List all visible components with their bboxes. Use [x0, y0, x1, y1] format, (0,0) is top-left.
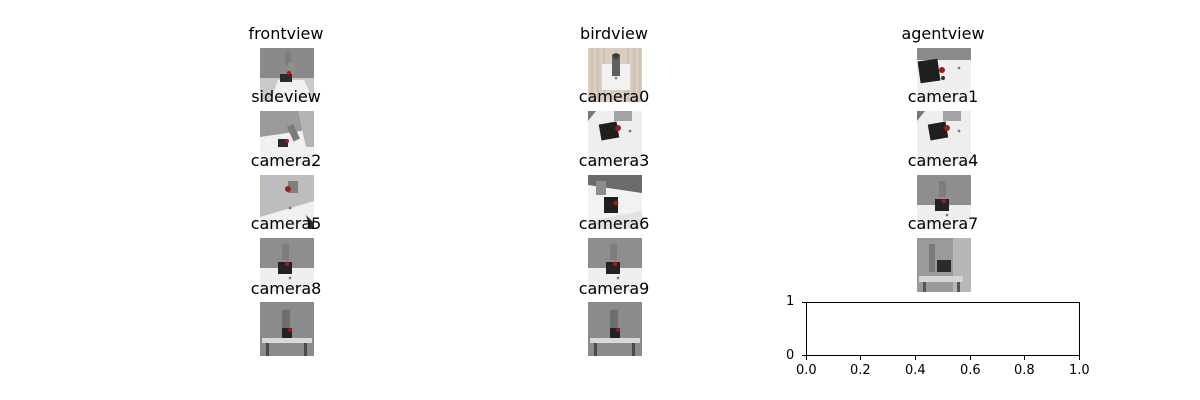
- y-tick-mark: [802, 355, 806, 356]
- y-tick-mark: [802, 302, 806, 303]
- robot-scene-thumbnail: [917, 175, 971, 229]
- x-tick-label: 0.6: [960, 363, 981, 378]
- panel-title: camera5: [250, 214, 322, 233]
- axes-frame: [806, 302, 1080, 356]
- panel-title: agentview: [901, 24, 985, 43]
- panel-title: sideview: [251, 87, 321, 106]
- image-camera0: [588, 111, 642, 165]
- image-camera6: [588, 238, 642, 292]
- robot-scene-thumbnail: [917, 111, 971, 165]
- x-tick-mark: [970, 356, 971, 360]
- x-tick-mark: [915, 356, 916, 360]
- robot-scene-thumbnail: [917, 48, 971, 102]
- panel-title: camera9: [578, 279, 650, 298]
- image-camera4: [917, 175, 971, 229]
- image-camera9: [588, 302, 642, 356]
- panel-title: camera2: [250, 151, 322, 170]
- image-frontview: [260, 48, 314, 102]
- panel-title: camera3: [578, 151, 650, 170]
- panel-title: camera6: [578, 214, 650, 233]
- x-tick-label: 0.8: [1014, 363, 1035, 378]
- panel-title: birdview: [580, 24, 648, 43]
- image-camera3: [588, 175, 642, 229]
- image-camera2: [260, 175, 314, 229]
- x-tick-mark: [1079, 356, 1080, 360]
- robot-scene-thumbnail: [260, 302, 314, 356]
- x-tick-label: 0.2: [850, 363, 871, 378]
- image-birdview: [588, 48, 642, 102]
- panel-title: camera4: [907, 151, 979, 170]
- image-camera5: [260, 238, 314, 292]
- image-agentview: [917, 48, 971, 102]
- robot-scene-thumbnail: [260, 48, 314, 102]
- image-sideview: [260, 111, 314, 165]
- panel-title: frontview: [248, 24, 324, 43]
- panel-title: camera8: [250, 279, 322, 298]
- robot-scene-thumbnail: [588, 302, 642, 356]
- image-camera7: [917, 238, 971, 292]
- y-tick-label: 0: [786, 348, 795, 363]
- image-camera1: [917, 111, 971, 165]
- x-tick-label: 0.0: [796, 363, 817, 378]
- x-tick-label: 0.4: [905, 363, 926, 378]
- robot-scene-thumbnail: [260, 238, 314, 292]
- robot-scene-thumbnail: [588, 48, 642, 102]
- image-camera8: [260, 302, 314, 356]
- robot-scene-thumbnail: [588, 175, 642, 229]
- x-tick-mark: [860, 356, 861, 360]
- panel-title: camera0: [578, 87, 650, 106]
- x-tick-label: 1.0: [1069, 363, 1090, 378]
- x-tick-mark: [806, 356, 807, 360]
- robot-scene-thumbnail: [588, 238, 642, 292]
- panel-title: camera7: [907, 214, 979, 233]
- y-tick-label: 1: [786, 294, 795, 309]
- x-tick-mark: [1024, 356, 1025, 360]
- robot-scene-thumbnail: [588, 111, 642, 165]
- robot-scene-thumbnail: [917, 238, 971, 292]
- robot-scene-thumbnail: [260, 111, 314, 165]
- robot-scene-thumbnail: [260, 175, 314, 229]
- panel-title: camera1: [907, 87, 979, 106]
